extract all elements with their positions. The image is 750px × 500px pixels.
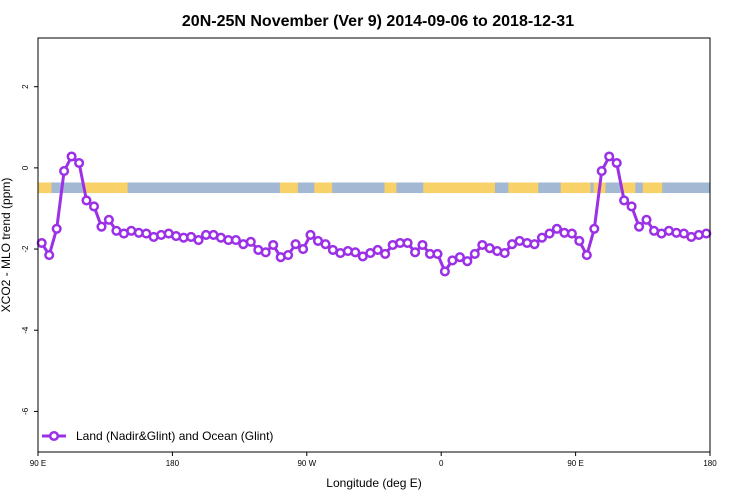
y-tick-label: -2 <box>21 245 30 253</box>
chart-title: 20N-25N November (Ver 9) 2014-09-06 to 2… <box>182 13 574 30</box>
legend: Land (Nadir&Glint) and Ocean (Glint) <box>42 429 273 443</box>
x-tick-label: 0 <box>439 459 444 468</box>
land-band-segment <box>620 182 636 194</box>
land-ocean-band <box>38 182 710 194</box>
x-axis-label: Longitude (deg E) <box>326 476 421 490</box>
data-point <box>230 235 241 246</box>
data-point <box>372 244 383 255</box>
data-point <box>604 151 615 162</box>
y-tick-label: 2 <box>21 84 30 89</box>
data-point <box>380 248 391 259</box>
data-point <box>566 228 577 239</box>
data-point <box>701 228 712 239</box>
data-point <box>81 195 92 206</box>
x-tick-label: 90 W <box>297 459 316 468</box>
data-point <box>193 235 204 246</box>
data-point <box>544 228 555 239</box>
land-band-segment <box>38 182 52 194</box>
data-point <box>245 236 256 247</box>
data-point <box>51 223 62 234</box>
data-point <box>410 247 421 258</box>
data-point <box>44 250 55 261</box>
data-point <box>529 239 540 250</box>
data-point <box>619 195 630 206</box>
data-point <box>283 250 294 261</box>
data-point <box>36 237 47 249</box>
land-band-segment <box>82 182 128 194</box>
data-point <box>305 229 316 240</box>
data-point <box>634 221 645 232</box>
land-band-segment <box>314 182 333 194</box>
land-band-segment <box>560 182 591 194</box>
data-point <box>589 223 600 234</box>
data-point <box>88 201 100 212</box>
data-point <box>551 223 562 234</box>
data-point <box>74 157 85 169</box>
data-point <box>320 239 331 250</box>
land-band-segment <box>279 182 298 194</box>
data-point <box>462 256 473 267</box>
x-tick-label: 180 <box>703 459 717 468</box>
data-point <box>611 157 622 169</box>
y-axis-label: XCO2 - MLO trend (ppm) <box>0 178 13 313</box>
data-point <box>290 239 301 250</box>
data-point <box>641 214 652 225</box>
x-tick-label: 90 E <box>30 459 46 468</box>
data-point <box>626 201 637 212</box>
data-point <box>536 232 548 243</box>
plot-frame <box>37 37 711 453</box>
data-point <box>417 239 428 251</box>
data-point <box>432 248 443 259</box>
data-point <box>298 244 309 255</box>
y-axis: 2 0 -2 -4 -6 <box>21 84 38 415</box>
data-point <box>402 237 413 249</box>
y-tick-label: -6 <box>21 407 30 415</box>
data-point <box>66 151 77 162</box>
data-point <box>350 247 361 258</box>
ocean-band <box>38 182 710 194</box>
data-point <box>574 235 585 246</box>
x-tick-label: 90 E <box>567 459 583 468</box>
data-point <box>96 221 107 232</box>
data-point <box>596 166 607 177</box>
legend-entry-label: Land (Nadir&Glint) and Ocean (Glint) <box>76 429 273 443</box>
land-band-segment <box>423 182 495 194</box>
data-point <box>581 250 592 261</box>
y-tick-label: -4 <box>21 326 30 334</box>
data-point <box>103 214 114 225</box>
x-tick-label: 180 <box>166 459 180 468</box>
data-point <box>454 252 465 263</box>
data-point <box>439 266 450 277</box>
series-layer <box>36 151 712 277</box>
data-point <box>59 166 70 177</box>
data-point <box>499 248 510 259</box>
legend-marker-swatch <box>48 430 60 442</box>
land-band-segment <box>642 182 663 194</box>
data-point <box>469 248 480 259</box>
land-band-segment <box>508 182 539 194</box>
data-point <box>268 239 279 251</box>
land-band-segment <box>384 182 397 194</box>
y-tick-label: 0 <box>21 165 30 170</box>
x-axis: 90 E 180 90 W 0 90 E 180 <box>30 452 717 468</box>
data-point <box>260 247 271 258</box>
